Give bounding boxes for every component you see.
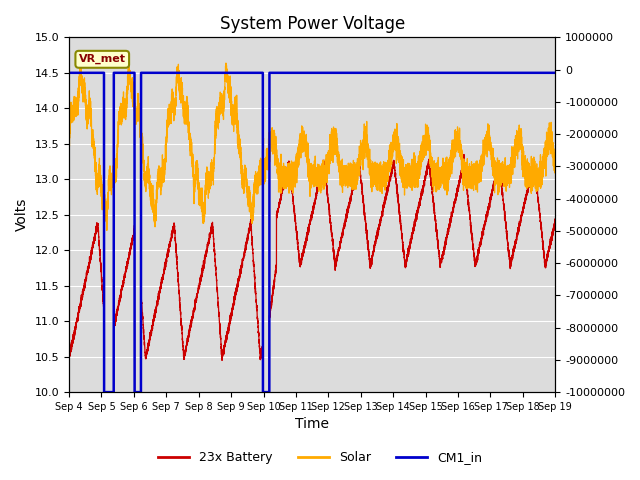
CM1_in (552, 70, 559, 76)
23x Battery (90, 239, 97, 244)
23x Battery (100, 389, 108, 395)
Solar (222, 60, 230, 66)
CM1_in (452, 70, 460, 76)
23x Battery (552, 221, 559, 227)
Solar (103, 228, 111, 233)
Solar (552, 166, 559, 171)
Solar (426, 137, 433, 143)
CM1_in (100, 389, 108, 395)
Solar (452, 144, 460, 150)
23x Battery (374, 228, 382, 234)
23x Battery (452, 198, 460, 204)
Line: CM1_in: CM1_in (69, 73, 556, 392)
23x Battery (241, 248, 249, 253)
Solar (374, 171, 382, 177)
23x Battery (460, 152, 468, 157)
23x Battery (65, 353, 73, 359)
Solar (65, 140, 73, 146)
CM1_in (241, 70, 249, 76)
Title: System Power Voltage: System Power Voltage (220, 15, 404, 33)
23x Battery (353, 167, 361, 172)
Line: Solar: Solar (69, 63, 556, 230)
Solar (353, 165, 361, 170)
X-axis label: Time: Time (295, 418, 329, 432)
Solar (90, 136, 97, 142)
CM1_in (90, 70, 97, 76)
Line: 23x Battery: 23x Battery (69, 155, 556, 392)
Solar (241, 171, 249, 177)
Legend: 23x Battery, Solar, CM1_in: 23x Battery, Solar, CM1_in (153, 446, 487, 469)
Y-axis label: Volts: Volts (15, 198, 29, 231)
CM1_in (353, 70, 361, 76)
CM1_in (374, 70, 382, 76)
Text: VR_met: VR_met (79, 54, 125, 64)
23x Battery (426, 161, 433, 167)
CM1_in (65, 70, 73, 76)
CM1_in (426, 70, 433, 76)
